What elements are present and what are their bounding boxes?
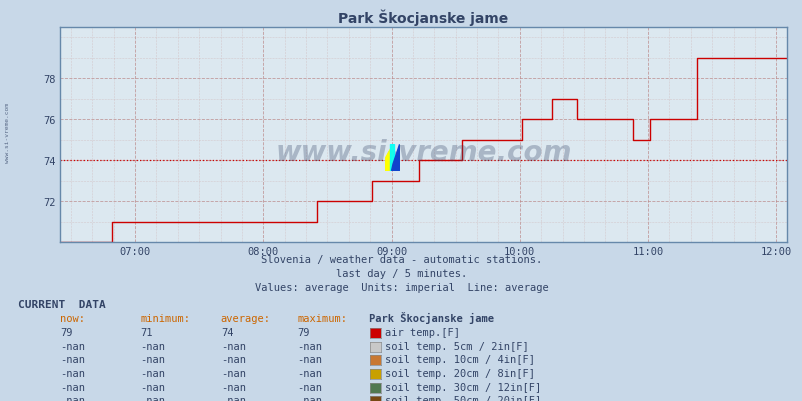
Text: -nan: -nan [297, 354, 322, 365]
Text: 79: 79 [297, 327, 310, 337]
Text: www.si-vreme.com: www.si-vreme.com [275, 138, 571, 166]
Text: www.si-vreme.com: www.si-vreme.com [5, 102, 10, 162]
Text: soil temp. 10cm / 4in[F]: soil temp. 10cm / 4in[F] [385, 354, 535, 365]
Text: -nan: -nan [297, 382, 322, 392]
Text: -nan: -nan [297, 341, 322, 351]
Text: -nan: -nan [221, 341, 245, 351]
Text: -nan: -nan [60, 354, 85, 365]
Text: -nan: -nan [221, 354, 245, 365]
Text: minimum:: minimum: [140, 314, 190, 324]
Title: Park Škocjanske jame: Park Škocjanske jame [338, 9, 508, 26]
Text: -nan: -nan [60, 395, 85, 401]
Text: -nan: -nan [297, 395, 322, 401]
Text: -nan: -nan [297, 368, 322, 378]
Text: -nan: -nan [140, 382, 165, 392]
Text: 74: 74 [221, 327, 233, 337]
Text: -nan: -nan [140, 368, 165, 378]
Text: CURRENT  DATA: CURRENT DATA [18, 299, 105, 309]
Text: -nan: -nan [60, 382, 85, 392]
Polygon shape [391, 145, 399, 171]
Text: maximum:: maximum: [297, 314, 346, 324]
Text: now:: now: [60, 314, 85, 324]
Text: soil temp. 50cm / 20in[F]: soil temp. 50cm / 20in[F] [385, 395, 541, 401]
Polygon shape [385, 145, 392, 171]
Text: average:: average: [221, 314, 270, 324]
Polygon shape [390, 145, 394, 171]
Text: -nan: -nan [140, 341, 165, 351]
Text: -nan: -nan [60, 341, 85, 351]
Text: -nan: -nan [140, 354, 165, 365]
Text: -nan: -nan [140, 395, 165, 401]
Text: -nan: -nan [221, 382, 245, 392]
Text: Values: average  Units: imperial  Line: average: Values: average Units: imperial Line: av… [254, 283, 548, 293]
Text: soil temp. 5cm / 2in[F]: soil temp. 5cm / 2in[F] [385, 341, 529, 351]
Text: Slovenia / weather data - automatic stations.: Slovenia / weather data - automatic stat… [261, 255, 541, 265]
Text: -nan: -nan [221, 395, 245, 401]
Text: soil temp. 20cm / 8in[F]: soil temp. 20cm / 8in[F] [385, 368, 535, 378]
Text: air temp.[F]: air temp.[F] [385, 327, 460, 337]
Text: -nan: -nan [221, 368, 245, 378]
Text: 79: 79 [60, 327, 73, 337]
Text: 71: 71 [140, 327, 153, 337]
Text: soil temp. 30cm / 12in[F]: soil temp. 30cm / 12in[F] [385, 382, 541, 392]
Text: -nan: -nan [60, 368, 85, 378]
Text: Park Škocjanske jame: Park Škocjanske jame [369, 312, 494, 324]
Text: last day / 5 minutes.: last day / 5 minutes. [335, 269, 467, 279]
